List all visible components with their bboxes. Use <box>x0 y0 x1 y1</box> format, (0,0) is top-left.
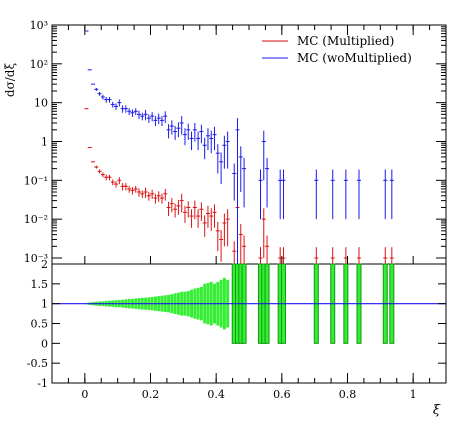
x-axis-title: ξ <box>433 403 441 418</box>
ratio-y-tick-label: -0.5 <box>27 357 48 370</box>
ratio-y-tick-label: -1 <box>37 377 48 390</box>
x-tick-label: 0.4 <box>207 388 225 401</box>
main-y-tick-label: 10⁻³ <box>24 252 48 265</box>
x-tick-label: 0.8 <box>339 388 357 401</box>
ratio-y-tick-label: 1.5 <box>31 278 49 291</box>
main-y-tick-label: 10⁻¹ <box>24 174 48 187</box>
ratio-y-tick-label: 1 <box>41 298 48 311</box>
legend-label-womultiplied: MC (woMultiplied) <box>297 51 412 65</box>
ratio-y-tick-label: 0 <box>41 337 48 350</box>
main-y-tick-label: 10⁻² <box>24 213 48 226</box>
x-tick-label: 0.2 <box>142 388 160 401</box>
x-tick-label: 1 <box>410 388 417 401</box>
series-womultiplied <box>84 30 394 264</box>
main-y-tick-label: 10³ <box>30 19 48 32</box>
ratio-y-tick-label: 0.5 <box>31 318 49 331</box>
main-series-group <box>84 30 394 264</box>
series-multiplied <box>84 108 394 264</box>
legend-label-multiplied: MC (Multiplied) <box>297 34 394 48</box>
x-tick-label: 0.6 <box>273 388 291 401</box>
main-y-axis: 10⁻³ 10⁻² 10⁻¹ 1 10 10² 10³ <box>24 19 446 265</box>
x-tick-label: 0 <box>81 388 88 401</box>
ratio-y-tick-label: 2 <box>41 258 48 271</box>
main-y-tick-label: 10 <box>34 97 48 110</box>
legend: MC (Multiplied) MC (woMultiplied) <box>262 34 412 65</box>
main-y-axis-title: dσ/dξ <box>3 63 17 98</box>
main-y-tick-label: 1 <box>41 135 48 148</box>
ratio-y-axis: -1 -0.5 0 0.5 1 1.5 2 <box>27 258 446 390</box>
x-axis: 0 0.2 0.4 0.6 0.8 1 <box>51 25 447 401</box>
main-y-tick-label: 10² <box>30 58 48 71</box>
